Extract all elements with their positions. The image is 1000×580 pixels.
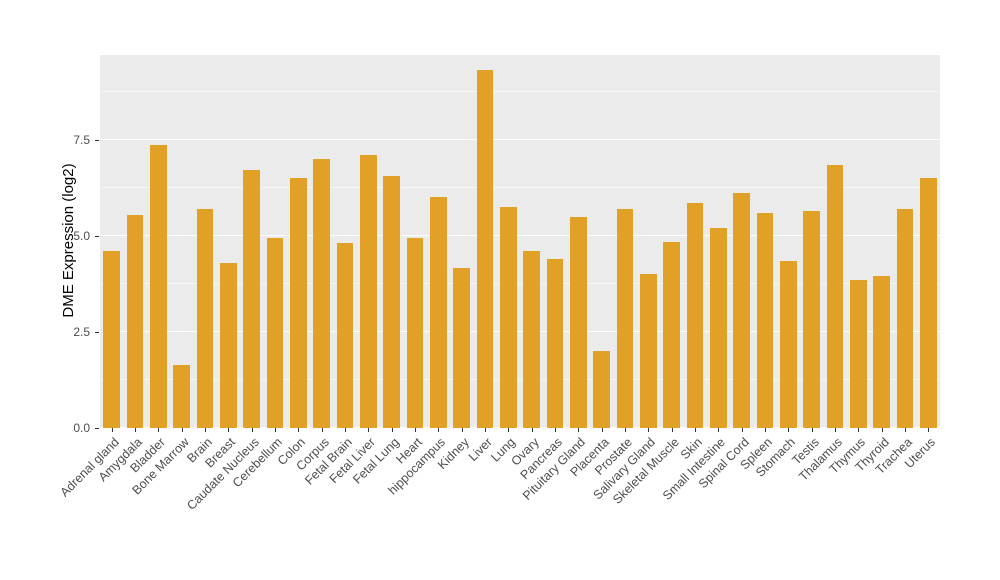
bar-brain [196, 208, 214, 428]
x-tick-mark [275, 428, 276, 432]
x-tick-mark [788, 428, 790, 432]
gridline-minor [100, 90, 940, 92]
x-tick-mark [508, 428, 510, 432]
x-tick-mark [368, 428, 370, 432]
x-tick-mark [205, 428, 206, 432]
bar-stomach [779, 260, 797, 428]
bar-amygdala [126, 214, 144, 428]
gridline-major [100, 427, 940, 428]
gridline-major [100, 330, 940, 332]
x-tick-mark [765, 428, 766, 432]
x-tick-mark [695, 428, 696, 432]
x-tick-mark [578, 428, 580, 432]
x-tick-mark [391, 428, 393, 432]
bar-adrenal-gland [103, 251, 121, 428]
x-tick-mark [251, 428, 253, 432]
x-tick-mark [835, 428, 836, 432]
bar-breast [219, 262, 237, 428]
y-tick-mark [95, 235, 99, 237]
x-tick-mark [601, 428, 603, 432]
gridline-minor [100, 186, 940, 188]
y-tick-label: 0.0 [73, 421, 90, 435]
bar-prostate [616, 208, 634, 428]
bar-cerebellum [266, 237, 284, 428]
x-tick-mark [905, 428, 906, 432]
x-tick-mark [345, 428, 346, 432]
x-tick-mark [811, 428, 813, 432]
gridline-major [100, 138, 940, 140]
x-tick-mark [135, 428, 136, 432]
bar-kidney [453, 268, 471, 428]
bar-liver [476, 70, 494, 428]
bar-lung [499, 206, 517, 428]
x-tick-mark [881, 428, 883, 432]
gridline-minor [100, 282, 940, 284]
x-tick-mark [415, 428, 416, 432]
plot-panel [100, 55, 940, 428]
bar-skin [686, 203, 704, 428]
x-tick-mark [671, 428, 673, 432]
bar-thalamus [826, 164, 844, 428]
bar-heart [406, 237, 424, 428]
x-tick-mark [111, 428, 113, 432]
bar-hippocampus [429, 197, 447, 428]
y-tick-mark [95, 331, 99, 333]
gridline-minor [100, 378, 940, 380]
x-tick-mark [438, 428, 440, 432]
x-tick-mark [718, 428, 720, 432]
bar-spleen [756, 212, 774, 428]
bar-fetal-lung [383, 176, 401, 428]
x-tick-mark [555, 428, 556, 432]
y-tick-label: 5.0 [73, 228, 90, 243]
gridline-major [100, 234, 940, 236]
bar-pituitary-gland [569, 216, 587, 428]
bar-bone-marrow [173, 364, 191, 428]
bar-salivary-gland [639, 274, 657, 428]
x-tick-mark [181, 428, 183, 432]
y-tick-label: 2.5 [73, 324, 90, 339]
x-tick-mark [158, 428, 160, 432]
bar-caudate-nucleus [243, 170, 261, 428]
bar-pancreas [546, 258, 564, 428]
x-tick-mark [928, 428, 930, 432]
bar-trachea [896, 208, 914, 428]
bar-thymus [849, 279, 867, 428]
bar-testis [803, 210, 821, 428]
bar-ovary [523, 251, 541, 428]
bar-colon [289, 178, 307, 428]
x-tick-mark [228, 428, 230, 432]
y-tick-label: 7.5 [73, 132, 90, 147]
bar-thyroid [873, 276, 891, 428]
y-tick-mark [95, 139, 99, 141]
x-tick-mark [461, 428, 463, 432]
bar-uterus [919, 178, 937, 428]
bar-fetal-brain [336, 243, 354, 428]
x-tick-mark [485, 428, 486, 432]
y-tick-mark [95, 428, 99, 429]
x-tick-mark [858, 428, 860, 432]
x-tick-mark [298, 428, 300, 432]
x-tick-mark [648, 428, 650, 432]
bar-skeletal-muscle [663, 241, 681, 428]
bar-bladder [149, 145, 167, 428]
bar-spinal-cord [733, 193, 751, 428]
x-tick-mark [321, 428, 323, 432]
bar-placenta [593, 351, 611, 428]
bar-corpus [313, 158, 331, 428]
bar-fetal-liver [359, 154, 377, 428]
x-tick-mark [531, 428, 533, 432]
x-tick-mark [741, 428, 743, 432]
x-tick-mark [625, 428, 626, 432]
bar-small-intestine [709, 228, 727, 428]
